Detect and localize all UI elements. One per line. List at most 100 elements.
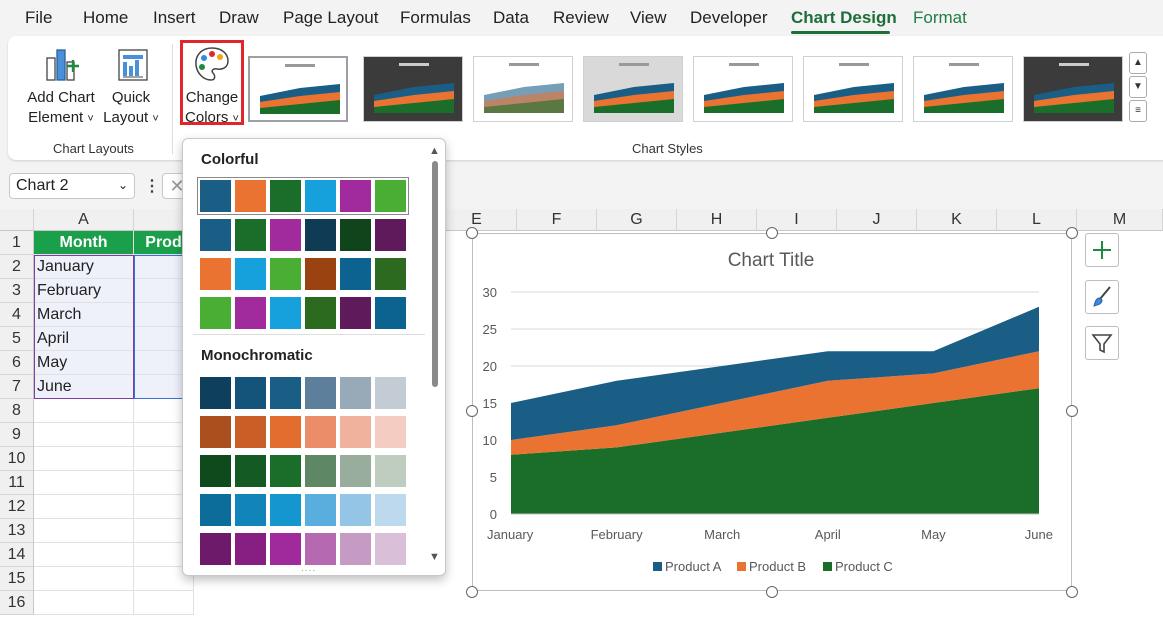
row-header[interactable]: 11 xyxy=(0,471,34,495)
add-chart-element-button[interactable]: Add Chart Element ˅ xyxy=(22,44,100,129)
resize-handle[interactable] xyxy=(1066,405,1078,417)
chart-styles-button[interactable] xyxy=(1085,280,1119,314)
column-header-i[interactable]: I xyxy=(757,209,837,231)
chart-title[interactable]: Chart Title xyxy=(728,250,815,271)
row-header[interactable]: 10 xyxy=(0,447,34,471)
row-header[interactable]: 5 xyxy=(0,327,34,351)
row-header[interactable]: 9 xyxy=(0,423,34,447)
resize-handle[interactable] xyxy=(766,227,778,239)
resize-handle[interactable] xyxy=(466,227,478,239)
resize-handle[interactable] xyxy=(766,586,778,598)
column-header-j[interactable]: J xyxy=(837,209,917,231)
tab-insert[interactable]: Insert xyxy=(153,8,196,27)
row-header[interactable]: 1 xyxy=(0,231,34,255)
row-header[interactable]: 7 xyxy=(0,375,34,399)
legend-label[interactable]: Product B xyxy=(749,559,806,574)
column-header-h[interactable]: H xyxy=(677,209,757,231)
change-colors-button[interactable]: Change Colors ˅ xyxy=(182,44,242,129)
legend-label[interactable]: Product A xyxy=(665,559,722,574)
row-header[interactable]: 2 xyxy=(0,255,34,279)
color-palette-option[interactable] xyxy=(200,219,406,251)
area-series-product-b[interactable] xyxy=(511,351,1039,455)
cell-empty[interactable] xyxy=(134,591,194,615)
column-header-e[interactable]: E xyxy=(437,209,517,231)
row-header[interactable]: 16 xyxy=(0,591,34,615)
cell-empty[interactable] xyxy=(34,591,134,615)
row-header[interactable]: 12 xyxy=(0,495,34,519)
resize-handle[interactable] xyxy=(1066,227,1078,239)
chart-style-thumbnail[interactable] xyxy=(248,56,348,122)
resize-grip-icon[interactable]: .... xyxy=(301,563,317,574)
more-options-icon[interactable]: ⋮ xyxy=(144,178,160,195)
resize-handle[interactable] xyxy=(466,586,478,598)
cell-month[interactable]: March xyxy=(34,303,134,327)
chart-style-thumbnail[interactable] xyxy=(363,56,463,122)
cell-empty[interactable] xyxy=(34,543,134,567)
chart-filters-button[interactable] xyxy=(1085,326,1119,360)
row-header[interactable]: 3 xyxy=(0,279,34,303)
cell-month[interactable]: January xyxy=(34,255,134,279)
column-header-f[interactable]: F xyxy=(517,209,597,231)
scroll-up-icon[interactable]: ▲ xyxy=(429,145,440,157)
color-palette-option[interactable] xyxy=(200,377,406,409)
tab-file[interactable]: File xyxy=(25,8,53,27)
column-header-k[interactable]: K xyxy=(917,209,997,231)
legend-label[interactable]: Product C xyxy=(835,559,893,574)
row-header[interactable]: 14 xyxy=(0,543,34,567)
select-all-corner[interactable] xyxy=(0,209,34,231)
color-palette-option[interactable] xyxy=(200,494,406,526)
tab-view[interactable]: View xyxy=(630,8,667,27)
cell-empty[interactable] xyxy=(34,447,134,471)
column-header-g[interactable]: G xyxy=(597,209,677,231)
tab-developer[interactable]: Developer xyxy=(690,8,768,27)
area-series-product-a[interactable] xyxy=(511,306,1039,440)
cell-empty[interactable] xyxy=(34,567,134,591)
resize-handle[interactable] xyxy=(466,405,478,417)
resize-handle[interactable] xyxy=(1066,586,1078,598)
cell-empty[interactable] xyxy=(34,399,134,423)
chart-style-thumbnail[interactable] xyxy=(583,56,683,122)
gallery-scroll-up-button[interactable]: ▲ xyxy=(1129,52,1147,74)
column-header-m[interactable]: M xyxy=(1077,209,1163,231)
name-box[interactable]: Chart 2 ⌄ xyxy=(9,173,135,199)
tab-data[interactable]: Data xyxy=(493,8,529,27)
tab-page-layout[interactable]: Page Layout xyxy=(283,8,379,27)
tab-formulas[interactable]: Formulas xyxy=(400,8,471,27)
chart-elements-button[interactable] xyxy=(1085,233,1119,267)
column-header-l[interactable]: L xyxy=(997,209,1077,231)
color-palette-option[interactable] xyxy=(200,533,406,565)
cell-empty[interactable] xyxy=(34,423,134,447)
cell-empty[interactable] xyxy=(134,567,194,591)
cell-month[interactable]: February xyxy=(34,279,134,303)
cell-month-header[interactable]: Month xyxy=(34,231,134,255)
area-series-product-c[interactable] xyxy=(511,388,1039,514)
column-header-a[interactable]: A xyxy=(34,209,134,231)
cell-empty[interactable] xyxy=(34,495,134,519)
tab-draw[interactable]: Draw xyxy=(219,8,259,27)
cell-month[interactable]: June xyxy=(34,375,134,399)
color-palette-option[interactable] xyxy=(200,258,406,290)
row-header[interactable]: 6 xyxy=(0,351,34,375)
chart-style-thumbnail[interactable] xyxy=(473,56,573,122)
gallery-scroll-down-button[interactable]: ▼ xyxy=(1129,76,1147,98)
color-palette-option[interactable] xyxy=(200,297,406,329)
quick-layout-button[interactable]: Quick Layout ˅ xyxy=(98,44,164,129)
color-palette-option[interactable] xyxy=(200,455,406,487)
color-palette-option[interactable] xyxy=(197,177,409,215)
tab-review[interactable]: Review xyxy=(553,8,609,27)
scrollbar-thumb[interactable] xyxy=(432,161,438,387)
row-header[interactable]: 8 xyxy=(0,399,34,423)
scroll-down-icon[interactable]: ▼ xyxy=(429,551,440,563)
chart-style-thumbnail[interactable] xyxy=(1023,56,1123,122)
chart-style-thumbnail[interactable] xyxy=(693,56,793,122)
gallery-more-button[interactable]: ≡ xyxy=(1129,100,1147,122)
chart-object[interactable]: Chart Title 0 5 10 15 20 25 30 January February Ma… xyxy=(472,233,1072,591)
row-header[interactable]: 13 xyxy=(0,519,34,543)
tab-home[interactable]: Home xyxy=(83,8,129,27)
chart-style-thumbnail[interactable] xyxy=(913,56,1013,122)
cell-empty[interactable] xyxy=(34,519,134,543)
tab-format[interactable]: Format xyxy=(913,8,967,27)
tab-chart-design[interactable]: Chart Design xyxy=(791,8,897,27)
row-header[interactable]: 4 xyxy=(0,303,34,327)
color-palette-option[interactable] xyxy=(200,416,406,448)
